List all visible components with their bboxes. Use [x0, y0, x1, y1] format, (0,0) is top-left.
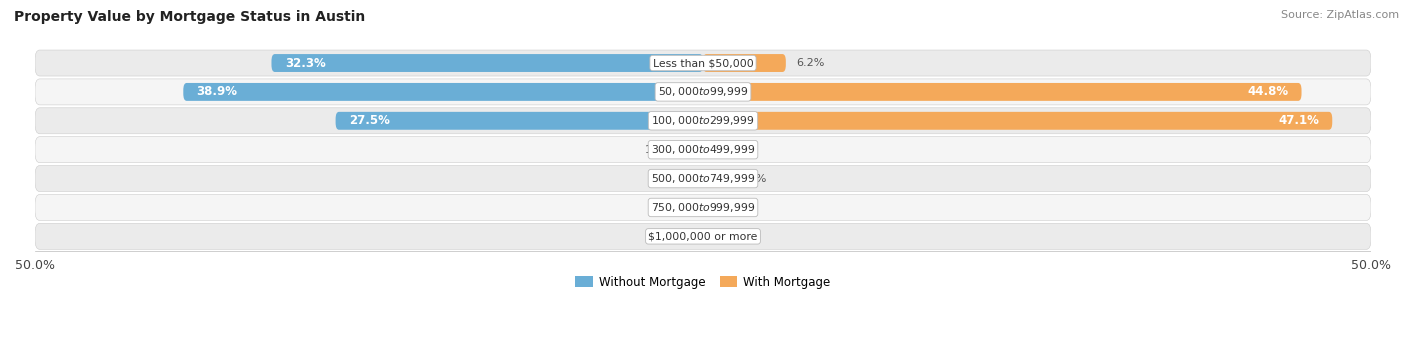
FancyBboxPatch shape — [703, 112, 1333, 130]
Text: 6.2%: 6.2% — [797, 58, 825, 68]
FancyBboxPatch shape — [703, 169, 728, 188]
Text: 27.5%: 27.5% — [349, 114, 389, 127]
Text: 32.3%: 32.3% — [285, 57, 326, 70]
FancyBboxPatch shape — [35, 223, 1371, 249]
Text: 0.0%: 0.0% — [655, 174, 683, 183]
Text: 0.0%: 0.0% — [723, 203, 751, 212]
Text: $500,000 to $749,999: $500,000 to $749,999 — [651, 172, 755, 185]
Text: Source: ZipAtlas.com: Source: ZipAtlas.com — [1281, 10, 1399, 20]
FancyBboxPatch shape — [183, 83, 703, 101]
Text: 0.0%: 0.0% — [723, 145, 751, 155]
FancyBboxPatch shape — [685, 141, 703, 159]
FancyBboxPatch shape — [35, 79, 1371, 105]
FancyBboxPatch shape — [35, 50, 1371, 76]
Text: 44.8%: 44.8% — [1247, 85, 1288, 99]
Text: $750,000 to $999,999: $750,000 to $999,999 — [651, 201, 755, 214]
Text: Property Value by Mortgage Status in Austin: Property Value by Mortgage Status in Aus… — [14, 10, 366, 24]
Text: 47.1%: 47.1% — [1278, 114, 1319, 127]
Text: $50,000 to $99,999: $50,000 to $99,999 — [658, 85, 748, 99]
Legend: Without Mortgage, With Mortgage: Without Mortgage, With Mortgage — [571, 271, 835, 294]
Text: 1.9%: 1.9% — [740, 174, 768, 183]
Text: 0.0%: 0.0% — [655, 203, 683, 212]
Text: Less than $50,000: Less than $50,000 — [652, 58, 754, 68]
Text: 38.9%: 38.9% — [197, 85, 238, 99]
Text: 0.0%: 0.0% — [723, 231, 751, 241]
FancyBboxPatch shape — [336, 112, 703, 130]
FancyBboxPatch shape — [35, 194, 1371, 221]
Text: $300,000 to $499,999: $300,000 to $499,999 — [651, 143, 755, 156]
FancyBboxPatch shape — [271, 54, 703, 72]
Text: $1,000,000 or more: $1,000,000 or more — [648, 231, 758, 241]
FancyBboxPatch shape — [703, 83, 1302, 101]
Text: 1.4%: 1.4% — [645, 145, 673, 155]
Text: 0.0%: 0.0% — [655, 231, 683, 241]
FancyBboxPatch shape — [35, 108, 1371, 134]
FancyBboxPatch shape — [703, 54, 786, 72]
FancyBboxPatch shape — [35, 166, 1371, 192]
FancyBboxPatch shape — [35, 137, 1371, 163]
Text: $100,000 to $299,999: $100,000 to $299,999 — [651, 114, 755, 127]
